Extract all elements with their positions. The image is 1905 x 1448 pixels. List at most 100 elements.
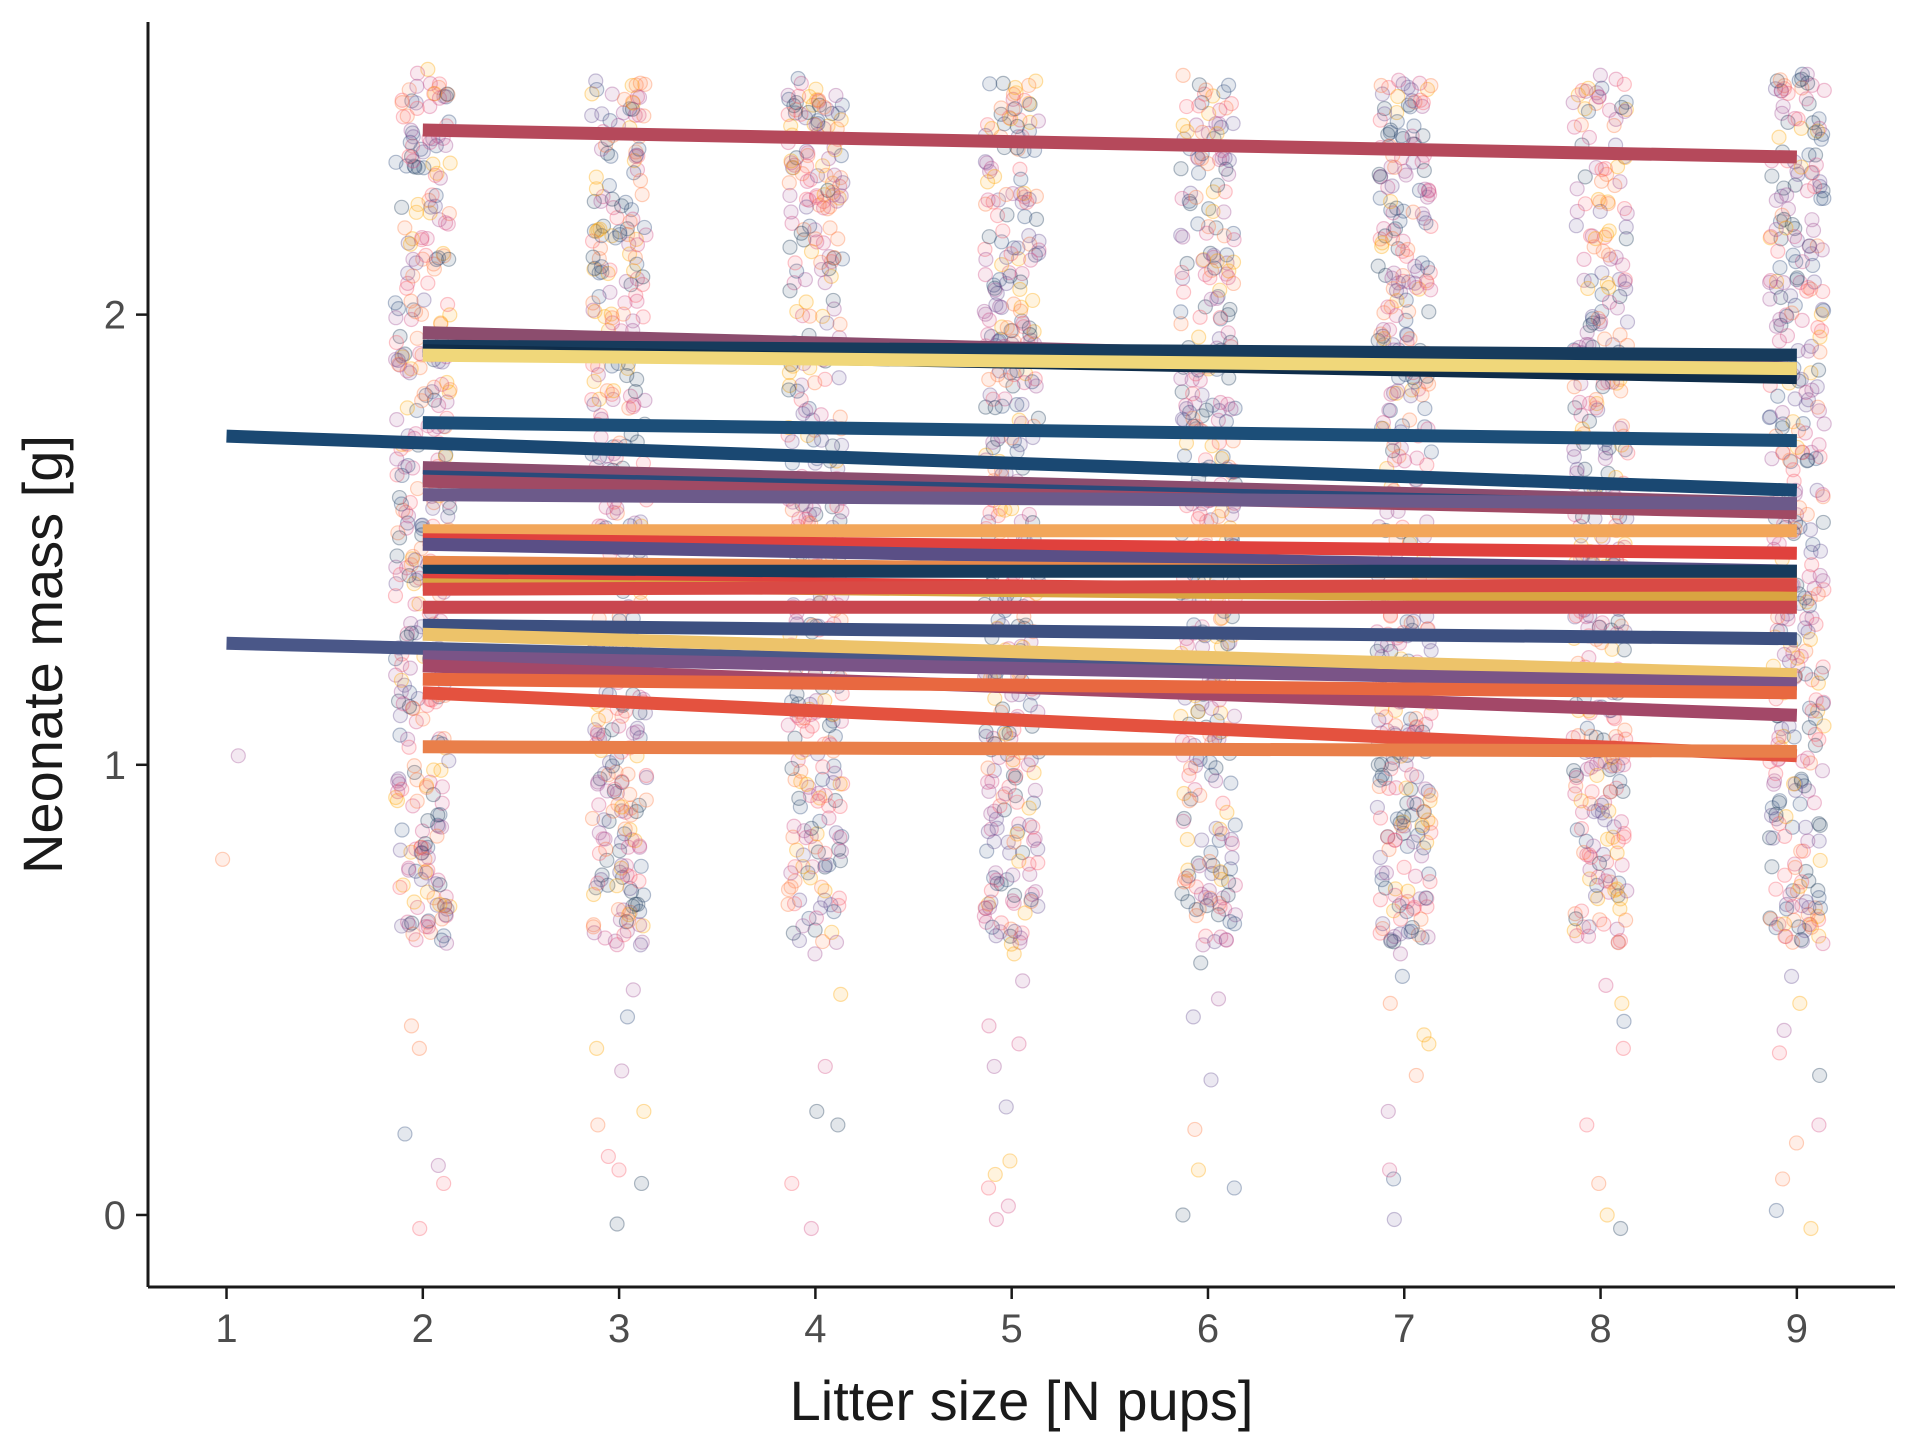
data-point <box>1012 303 1029 319</box>
data-point <box>833 188 849 204</box>
data-point <box>593 141 610 157</box>
data-point <box>989 820 1005 836</box>
data-point <box>585 295 601 311</box>
data-point <box>409 772 425 788</box>
data-point <box>1381 1162 1398 1178</box>
data-point <box>609 505 625 521</box>
data-point <box>1009 397 1025 413</box>
data-point <box>622 904 638 920</box>
data-point <box>403 361 419 377</box>
data-point <box>426 890 442 906</box>
data-point <box>412 360 428 376</box>
data-point <box>1763 272 1779 289</box>
data-point <box>417 851 433 867</box>
data-point <box>983 806 999 822</box>
data-point <box>821 261 837 277</box>
data-point <box>1014 313 1030 329</box>
data-point <box>392 879 408 896</box>
data-point <box>1382 122 1399 138</box>
data-point <box>601 177 617 194</box>
data-point <box>817 371 833 387</box>
data-point <box>780 896 796 912</box>
data-point <box>1180 894 1196 910</box>
data-point <box>1386 1211 1402 1228</box>
data-point <box>1007 770 1024 786</box>
data-point <box>794 377 810 393</box>
data-point <box>788 102 804 118</box>
data-point <box>636 219 653 236</box>
data-point <box>825 187 842 203</box>
data-point <box>406 764 423 781</box>
data-point <box>1619 314 1636 330</box>
data-point <box>408 863 424 879</box>
data-point <box>1381 780 1397 796</box>
data-point <box>595 831 611 847</box>
data-point <box>986 277 1002 293</box>
data-point <box>429 897 445 913</box>
data-point <box>1579 1117 1595 1133</box>
data-point <box>1194 832 1210 848</box>
data-point <box>833 986 849 1002</box>
data-point <box>412 1220 428 1237</box>
data-point <box>434 795 450 811</box>
data-point <box>1005 755 1021 771</box>
data-point <box>593 872 609 888</box>
data-point <box>584 392 600 408</box>
data-point <box>780 106 796 123</box>
data-point <box>1173 161 1189 177</box>
data-point <box>993 915 1009 931</box>
data-point <box>824 105 840 122</box>
data-point <box>608 764 624 780</box>
data-point <box>424 384 440 400</box>
data-point <box>813 254 829 270</box>
data-point <box>1786 776 1802 792</box>
data-point <box>432 877 448 893</box>
data-point <box>804 718 820 734</box>
x-tick-label: 9 <box>1786 1307 1808 1351</box>
data-point <box>609 937 625 953</box>
data-point <box>418 778 435 794</box>
data-point <box>1415 803 1432 820</box>
data-point <box>1373 77 1389 94</box>
data-point <box>1799 453 1815 469</box>
data-point <box>1812 1067 1828 1084</box>
data-point <box>1402 711 1419 727</box>
data-point <box>393 684 409 700</box>
data-point <box>798 199 815 215</box>
data-point <box>825 775 841 791</box>
data-point <box>818 167 834 183</box>
data-point <box>433 819 450 835</box>
data-point <box>436 88 452 104</box>
data-point <box>1022 866 1038 882</box>
data-point <box>400 731 416 747</box>
data-point <box>1025 795 1042 811</box>
data-point <box>1209 177 1226 193</box>
data-point <box>986 803 1003 819</box>
data-point <box>1776 646 1792 663</box>
data-point <box>392 842 408 858</box>
data-point <box>1814 242 1830 258</box>
data-point <box>999 207 1015 223</box>
data-point <box>981 1018 997 1034</box>
data-point <box>599 783 615 799</box>
data-point <box>791 88 807 104</box>
data-point <box>1188 189 1204 205</box>
data-point <box>409 100 425 116</box>
data-point <box>628 231 644 247</box>
data-point <box>1771 1045 1788 1061</box>
data-point <box>614 799 630 815</box>
data-point <box>404 93 420 109</box>
data-point <box>835 776 851 792</box>
data-point <box>980 760 996 776</box>
data-point <box>810 844 826 860</box>
data-point <box>1420 929 1436 945</box>
data-point <box>821 810 837 826</box>
data-point <box>420 839 436 855</box>
data-point <box>803 1220 819 1237</box>
data-point <box>1798 91 1814 107</box>
data-point <box>998 186 1014 203</box>
data-point <box>1025 292 1041 309</box>
data-point <box>594 227 610 244</box>
data-point <box>634 934 650 950</box>
data-point <box>439 901 455 917</box>
